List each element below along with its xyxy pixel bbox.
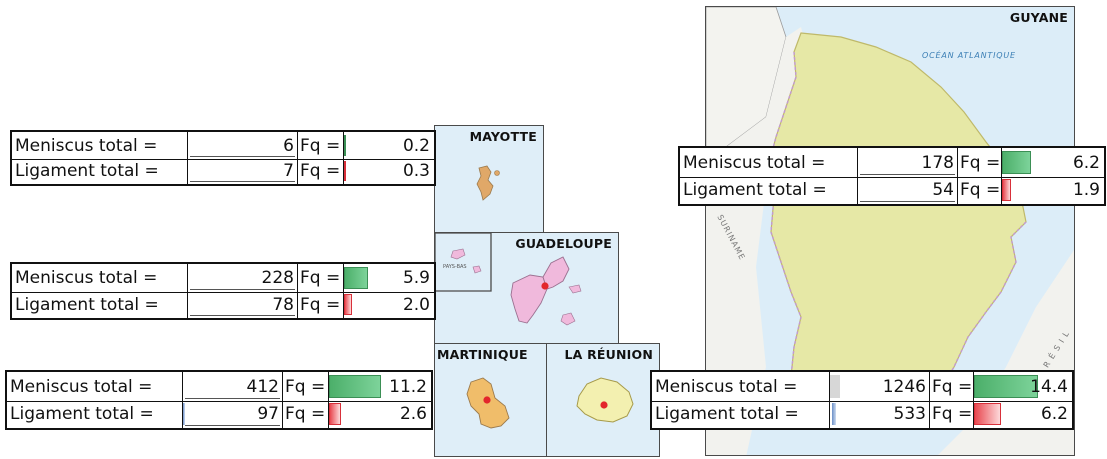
ligament-fq-label: Fq = xyxy=(930,400,974,428)
meniscus-fq-value: 0.2 xyxy=(344,132,434,159)
ligament-total-bar xyxy=(832,403,836,425)
meniscus-fq-bar xyxy=(344,135,346,156)
ligament-total: 533 xyxy=(830,400,930,428)
mayotte-map xyxy=(476,165,500,201)
meniscus-label: Meniscus total = xyxy=(7,372,183,401)
ligament-fq-bar xyxy=(329,403,341,425)
ligament-label: Ligament total = xyxy=(12,158,188,184)
stats-reunion: Meniscus total = 1246 Fq = 14.4 Ligament… xyxy=(650,370,1074,430)
meniscus-fq-value: 14.4 xyxy=(974,372,1072,401)
guyane-map xyxy=(706,7,1074,455)
meniscus-total: 1246 xyxy=(830,372,930,401)
ligament-fq-value: 0.3 xyxy=(344,158,434,184)
meniscus-fq-value: 6.2 xyxy=(1002,148,1104,177)
ligament-fq-label: Fq = xyxy=(283,400,329,428)
meniscus-total: 228 xyxy=(188,264,298,292)
ligament-label: Ligament total = xyxy=(680,176,858,204)
map-panel-guadeloupe: PAYS-BAS GUADELOUPE xyxy=(434,232,619,346)
ligament-fq-bar xyxy=(974,403,1001,425)
ocean-label: OCÉAN ATLANTIQUE xyxy=(922,51,1016,60)
guadeloupe-map xyxy=(435,233,582,326)
ligament-total: 7 xyxy=(188,158,298,184)
meniscus-fq-bar xyxy=(1002,151,1031,174)
meniscus-total-bar xyxy=(830,375,840,398)
meniscus-total: 412 xyxy=(183,372,283,401)
stats-guyane: Meniscus total = 178 Fq = 6.2 Ligament t… xyxy=(678,146,1106,206)
meniscus-fq-label: Fq = xyxy=(298,132,344,159)
map-panel-reunion: LA RÉUNION xyxy=(546,343,660,457)
ligament-total: 54 xyxy=(858,176,958,204)
stats-mayotte: Meniscus total = 6 Fq = 0.2 Ligament tot… xyxy=(10,130,436,186)
ligament-fq-value: 2.6 xyxy=(329,400,431,428)
guadeloupe-title: GUADELOUPE xyxy=(515,236,612,251)
mayotte-title: MAYOTTE xyxy=(469,129,537,144)
meniscus-fq-label: Fq = xyxy=(930,372,974,401)
stats-martinique: Meniscus total = 412 Fq = 11.2 Ligament … xyxy=(5,370,433,430)
meniscus-total: 6 xyxy=(188,132,298,159)
ligament-total: 78 xyxy=(188,291,298,318)
map-panel-martinique: MARTINIQUE xyxy=(434,343,548,457)
reunion-marker xyxy=(600,401,608,409)
ligament-label: Ligament total = xyxy=(652,400,830,428)
meniscus-fq-label: Fq = xyxy=(298,264,344,292)
meniscus-fq-value: 11.2 xyxy=(329,372,431,401)
martinique-marker xyxy=(483,396,491,404)
ligament-fq-label: Fq = xyxy=(298,158,344,184)
pays-bas-label: PAYS-BAS xyxy=(443,264,467,270)
meniscus-label: Meniscus total = xyxy=(680,148,858,177)
ligament-total-bar xyxy=(183,403,185,425)
meniscus-total: 178 xyxy=(858,148,958,177)
meniscus-fq-bar xyxy=(974,375,1038,398)
meniscus-label: Meniscus total = xyxy=(12,264,188,292)
martinique-map xyxy=(466,377,510,429)
meniscus-fq-value: 5.9 xyxy=(344,264,434,292)
meniscus-fq-bar xyxy=(329,375,381,398)
guyane-territory xyxy=(767,32,1027,428)
meniscus-label: Meniscus total = xyxy=(652,372,830,401)
map-panel-mayotte: MAYOTTE xyxy=(434,125,544,235)
meniscus-fq-label: Fq = xyxy=(283,372,329,401)
ligament-label: Ligament total = xyxy=(7,400,183,428)
guadeloupe-marker xyxy=(541,282,549,290)
ligament-fq-value: 2.0 xyxy=(344,291,434,318)
ligament-fq-label: Fq = xyxy=(958,176,1002,204)
reunion-title: LA RÉUNION xyxy=(564,347,653,362)
ligament-fq-bar xyxy=(344,294,352,315)
ligament-fq-bar xyxy=(1002,179,1011,201)
guyane-title: GUYANE xyxy=(1009,10,1068,25)
ligament-fq-bar xyxy=(344,161,346,181)
meniscus-fq-label: Fq = xyxy=(958,148,1002,177)
meniscus-fq-bar xyxy=(344,267,368,289)
stats-guadeloupe: Meniscus total = 228 Fq = 5.9 Ligament t… xyxy=(10,262,436,320)
ligament-label: Ligament total = xyxy=(12,291,188,318)
ligament-fq-label: Fq = xyxy=(298,291,344,318)
ligament-fq-value: 1.9 xyxy=(1002,176,1104,204)
ligament-fq-value: 6.2 xyxy=(974,400,1072,428)
martinique-title: MARTINIQUE xyxy=(437,347,528,362)
reunion-map xyxy=(576,377,634,423)
ligament-total: 97 xyxy=(183,400,283,428)
meniscus-label: Meniscus total = xyxy=(12,132,188,159)
